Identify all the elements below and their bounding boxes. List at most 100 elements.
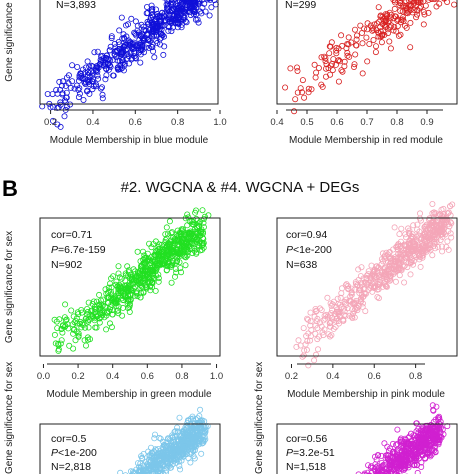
stat-p-pink: P<1e-200 (286, 244, 332, 256)
data-point (321, 53, 328, 60)
data-point (299, 77, 306, 84)
data-point (307, 309, 314, 316)
data-point (138, 44, 145, 51)
data-point (359, 40, 366, 47)
data-point (115, 270, 122, 277)
plot-blue: N=3,893 Gene significance 0.2 0.4 0.6 0.8 1.… (4, 0, 227, 146)
data-point (131, 277, 138, 284)
data-point (118, 14, 125, 21)
data-point (195, 220, 202, 227)
data-point (437, 433, 444, 440)
data-point (382, 472, 388, 474)
data-point (397, 436, 404, 443)
data-point (447, 203, 454, 210)
x-ticks-green: 0.0 0.2 0.4 0.6 0.8 1.0 (37, 364, 223, 382)
data-point (126, 308, 133, 315)
x-tick-label: 0.7 (360, 117, 373, 128)
data-point (49, 91, 56, 98)
data-point (171, 273, 178, 280)
data-point (124, 288, 131, 295)
data-point (394, 471, 401, 474)
data-point (155, 259, 162, 266)
stat-p-green: P=6.7e-159 (51, 244, 106, 256)
data-point (92, 306, 99, 313)
data-point (395, 455, 402, 462)
data-point (65, 325, 72, 332)
data-point (392, 267, 399, 274)
data-point (103, 312, 110, 319)
data-point (194, 415, 201, 422)
data-point (391, 23, 398, 30)
data-point (164, 0, 171, 4)
stat-cor-magenta: cor=0.56 (286, 433, 327, 445)
data-point (416, 210, 423, 217)
data-point (166, 16, 173, 23)
data-point (193, 4, 200, 11)
data-point (314, 315, 321, 322)
data-point (361, 286, 368, 293)
x-tick-label: 0.4 (106, 371, 119, 382)
stat-n-magenta: N=1,518 (286, 461, 326, 473)
data-point (143, 284, 150, 291)
data-point (146, 274, 153, 281)
data-point (315, 65, 322, 72)
data-point (429, 221, 436, 228)
data-point (157, 448, 164, 455)
data-point (384, 455, 391, 462)
data-point (424, 446, 431, 453)
data-point (76, 74, 83, 81)
data-point (378, 463, 385, 470)
data-point (91, 305, 98, 312)
data-point (157, 435, 164, 442)
data-point (117, 469, 124, 474)
data-point (417, 263, 424, 270)
data-point (432, 429, 439, 436)
data-point (342, 312, 349, 319)
data-point (163, 463, 170, 470)
data-point (117, 66, 124, 73)
data-point (57, 340, 64, 347)
data-point (175, 452, 182, 459)
data-point (417, 448, 424, 455)
data-point (74, 320, 81, 327)
plot-red: N=299 0.4 0.5 0.6 0.7 0.8 0.9 Module Membersh… (270, 0, 458, 146)
data-point (105, 66, 112, 73)
data-point (322, 55, 329, 62)
data-point (198, 450, 205, 457)
data-point (401, 279, 408, 286)
data-point (374, 269, 381, 276)
data-point (428, 238, 435, 245)
data-point (194, 231, 201, 238)
stat-p-label-magenta: P (286, 447, 293, 459)
data-point (354, 307, 361, 314)
data-point (414, 226, 421, 233)
data-point (358, 279, 365, 286)
data-point (195, 436, 202, 443)
data-point (71, 326, 78, 333)
data-point (325, 331, 332, 338)
data-point (436, 415, 443, 422)
data-point (125, 269, 132, 276)
data-point (451, 1, 458, 8)
data-point (302, 341, 309, 348)
data-point (183, 238, 190, 245)
data-point (166, 218, 173, 225)
data-point (398, 225, 405, 232)
data-point (193, 215, 200, 222)
x-tick-label: 0.2 (44, 117, 57, 128)
data-point (440, 214, 447, 221)
data-point (197, 218, 204, 225)
data-point (407, 271, 414, 278)
data-point (402, 231, 409, 238)
data-point (164, 255, 171, 262)
data-point (173, 8, 180, 15)
data-point (405, 245, 412, 252)
data-point (397, 7, 404, 14)
data-point (431, 211, 438, 218)
data-point (163, 12, 170, 19)
data-point (335, 57, 342, 64)
data-point (395, 472, 401, 474)
data-point (80, 97, 87, 104)
data-point (161, 441, 168, 448)
data-point (149, 41, 156, 48)
